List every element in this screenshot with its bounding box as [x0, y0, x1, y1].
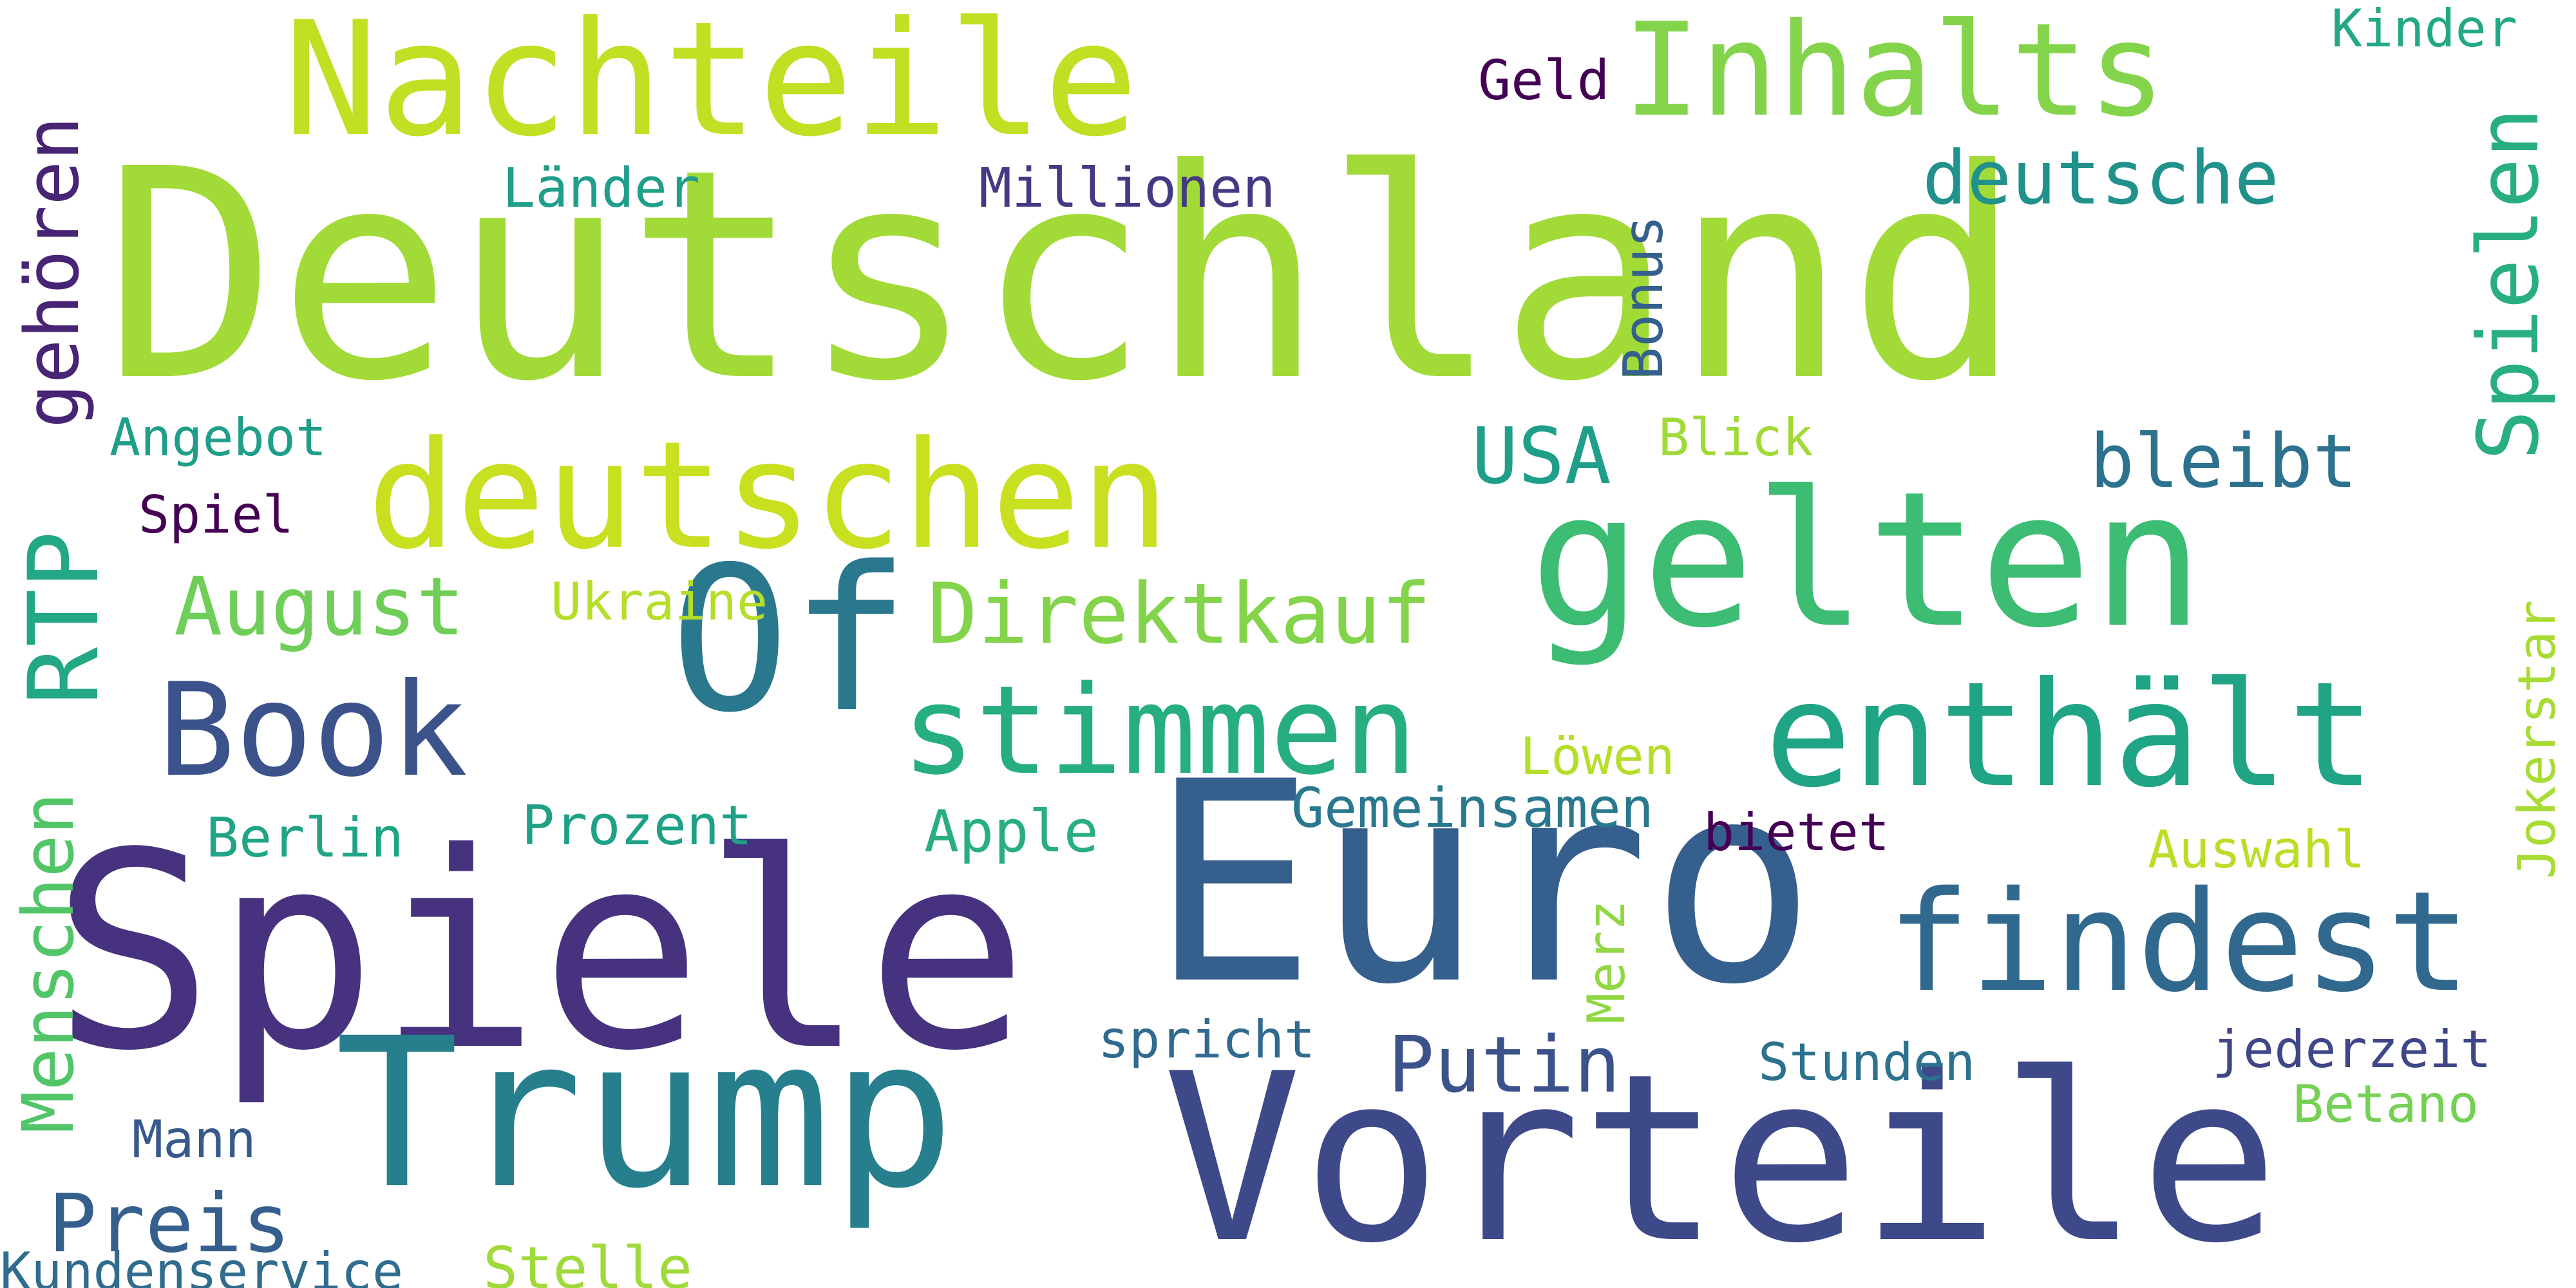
- word-deutsche: deutsche: [1922, 135, 2279, 222]
- word-laender: Länder: [502, 156, 701, 220]
- word-nachteile: Nachteile: [283, 0, 1139, 171]
- word-millionen: Millionen: [979, 156, 1276, 220]
- word-stimmen: stimmen: [902, 659, 1417, 802]
- word-of: Of: [670, 524, 911, 757]
- word-geld: Geld: [1478, 49, 1610, 113]
- word-stelle: Stelle: [483, 1235, 693, 1288]
- word-kinder: Kinder: [2331, 0, 2517, 59]
- word-blick: Blick: [1658, 408, 1814, 468]
- word-berlin: Berlin: [206, 806, 404, 870]
- word-ukraine: Ukraine: [551, 572, 768, 632]
- word-inhalts: Inhalts: [1623, 0, 2166, 146]
- word-usa: USA: [1472, 412, 1611, 502]
- word-merz: Merz: [1577, 900, 1636, 1024]
- word-spiel: Spiel: [138, 485, 294, 545]
- word-findest: findest: [1887, 861, 2471, 1023]
- word-stunden: Stunden: [1758, 1032, 1976, 1092]
- word-apple: Apple: [924, 798, 1099, 866]
- word-spielen: Spielen: [2459, 108, 2557, 460]
- word-gehoeren: gehören: [10, 116, 96, 428]
- word-spricht: spricht: [1098, 1010, 1316, 1070]
- word-angebot: Angebot: [109, 408, 327, 468]
- word-bonus: Bonus: [1612, 215, 1676, 380]
- word-deutschland: Deutschland: [103, 108, 2023, 445]
- word-kundenservice: Kundenservice: [0, 1242, 404, 1288]
- word-trump: Trump: [335, 994, 956, 1234]
- word-preis: Preis: [48, 1177, 291, 1271]
- word-enthalt: enthält: [1765, 651, 2376, 820]
- word-betano: Betano: [2293, 1074, 2479, 1134]
- word-vorteile: Vorteile: [1162, 1024, 2279, 1288]
- word-jokerstar: Jokerstar: [2507, 600, 2567, 879]
- word-direktkauf: Direktkauf: [927, 565, 1432, 663]
- word-euro: Euro: [1150, 723, 1817, 1045]
- word-deutschen: deutschen: [367, 410, 1170, 582]
- word-spiele: Spiele: [52, 795, 1029, 1110]
- word-loewen: Löwen: [1520, 726, 1675, 786]
- word-jederzeit: jederzeit: [2212, 1019, 2492, 1079]
- word-gelten: gelten: [1530, 452, 2204, 669]
- word-august: August: [174, 560, 465, 654]
- word-menschen: Menschen: [7, 792, 90, 1133]
- word-putin: Putin: [1388, 1021, 1621, 1110]
- word-rtp: RTP: [8, 531, 120, 705]
- word-prozent: Prozent: [522, 794, 753, 858]
- word-book: Book: [158, 656, 468, 806]
- word-mann: Mann: [132, 1110, 256, 1170]
- word-gemeinsamen: Gemeinsamen: [1291, 777, 1654, 840]
- word-bleibt: bleibt: [2090, 419, 2358, 505]
- word-bietet: bietet: [1703, 802, 1889, 862]
- word-auswahl: Auswahl: [2148, 820, 2365, 880]
